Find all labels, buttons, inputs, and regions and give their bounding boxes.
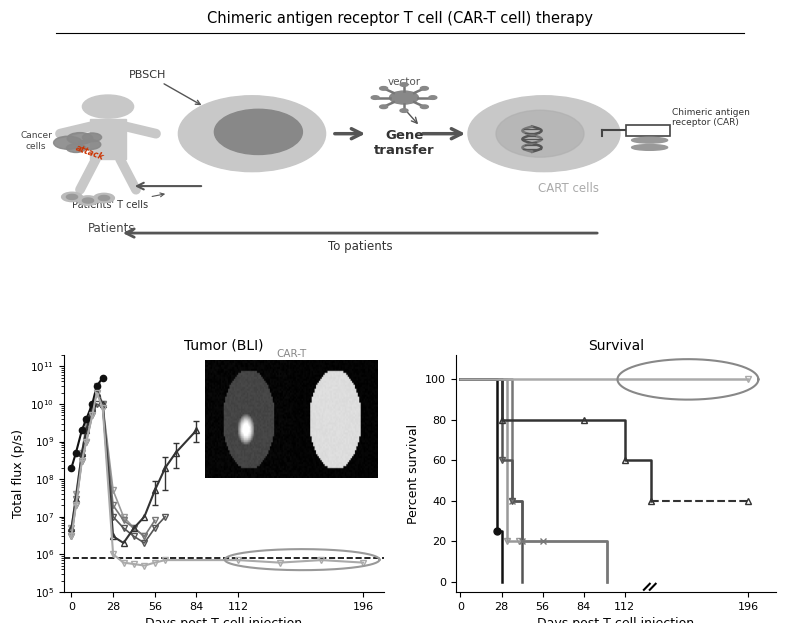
Bar [626, 125, 670, 136]
Circle shape [62, 193, 82, 202]
Circle shape [98, 196, 110, 201]
Circle shape [94, 193, 114, 202]
Circle shape [400, 109, 408, 112]
Circle shape [78, 140, 101, 150]
Y-axis label: Percent survival: Percent survival [406, 424, 420, 523]
Ellipse shape [496, 110, 584, 157]
Circle shape [420, 105, 428, 108]
Text: vector: vector [387, 77, 421, 87]
Circle shape [420, 87, 428, 90]
Title: Tumor (BLI): Tumor (BLI) [184, 338, 264, 353]
Ellipse shape [214, 109, 302, 155]
Text: Cancer
cells: Cancer cells [20, 131, 52, 151]
Text: CART cells: CART cells [538, 183, 598, 196]
Text: Gene
transfer: Gene transfer [374, 129, 434, 157]
Text: To patients: To patients [328, 240, 392, 254]
Circle shape [400, 83, 408, 87]
Circle shape [82, 198, 94, 203]
Ellipse shape [631, 137, 667, 143]
Text: Patients: Patients [88, 222, 136, 235]
Text: attack: attack [74, 143, 105, 162]
Text: PBSCH: PBSCH [130, 70, 200, 105]
Circle shape [66, 144, 86, 153]
Text: Chimeric antigen receptor T cell (CAR-T cell) therapy: Chimeric antigen receptor T cell (CAR-T … [207, 11, 593, 26]
Ellipse shape [468, 96, 620, 172]
Circle shape [390, 91, 418, 104]
Title: Survival: Survival [588, 338, 644, 353]
Circle shape [82, 95, 134, 118]
Circle shape [78, 196, 98, 205]
Circle shape [380, 105, 388, 108]
Circle shape [67, 133, 93, 144]
Bar [90, 119, 126, 159]
Ellipse shape [631, 145, 667, 150]
Circle shape [371, 96, 379, 100]
Circle shape [82, 133, 102, 141]
Text: Patients' T cells: Patients' T cells [72, 193, 164, 210]
Y-axis label: Total flux (p/s): Total flux (p/s) [12, 429, 25, 518]
Circle shape [54, 136, 82, 150]
Circle shape [380, 87, 388, 90]
X-axis label: Days post T cell injection: Days post T cell injection [538, 617, 694, 623]
Circle shape [66, 194, 78, 199]
Ellipse shape [178, 96, 326, 172]
X-axis label: Days post T cell injection: Days post T cell injection [146, 617, 302, 623]
Circle shape [429, 96, 437, 100]
Text: Chimeric antigen
receptor (CAR): Chimeric antigen receptor (CAR) [672, 108, 750, 127]
